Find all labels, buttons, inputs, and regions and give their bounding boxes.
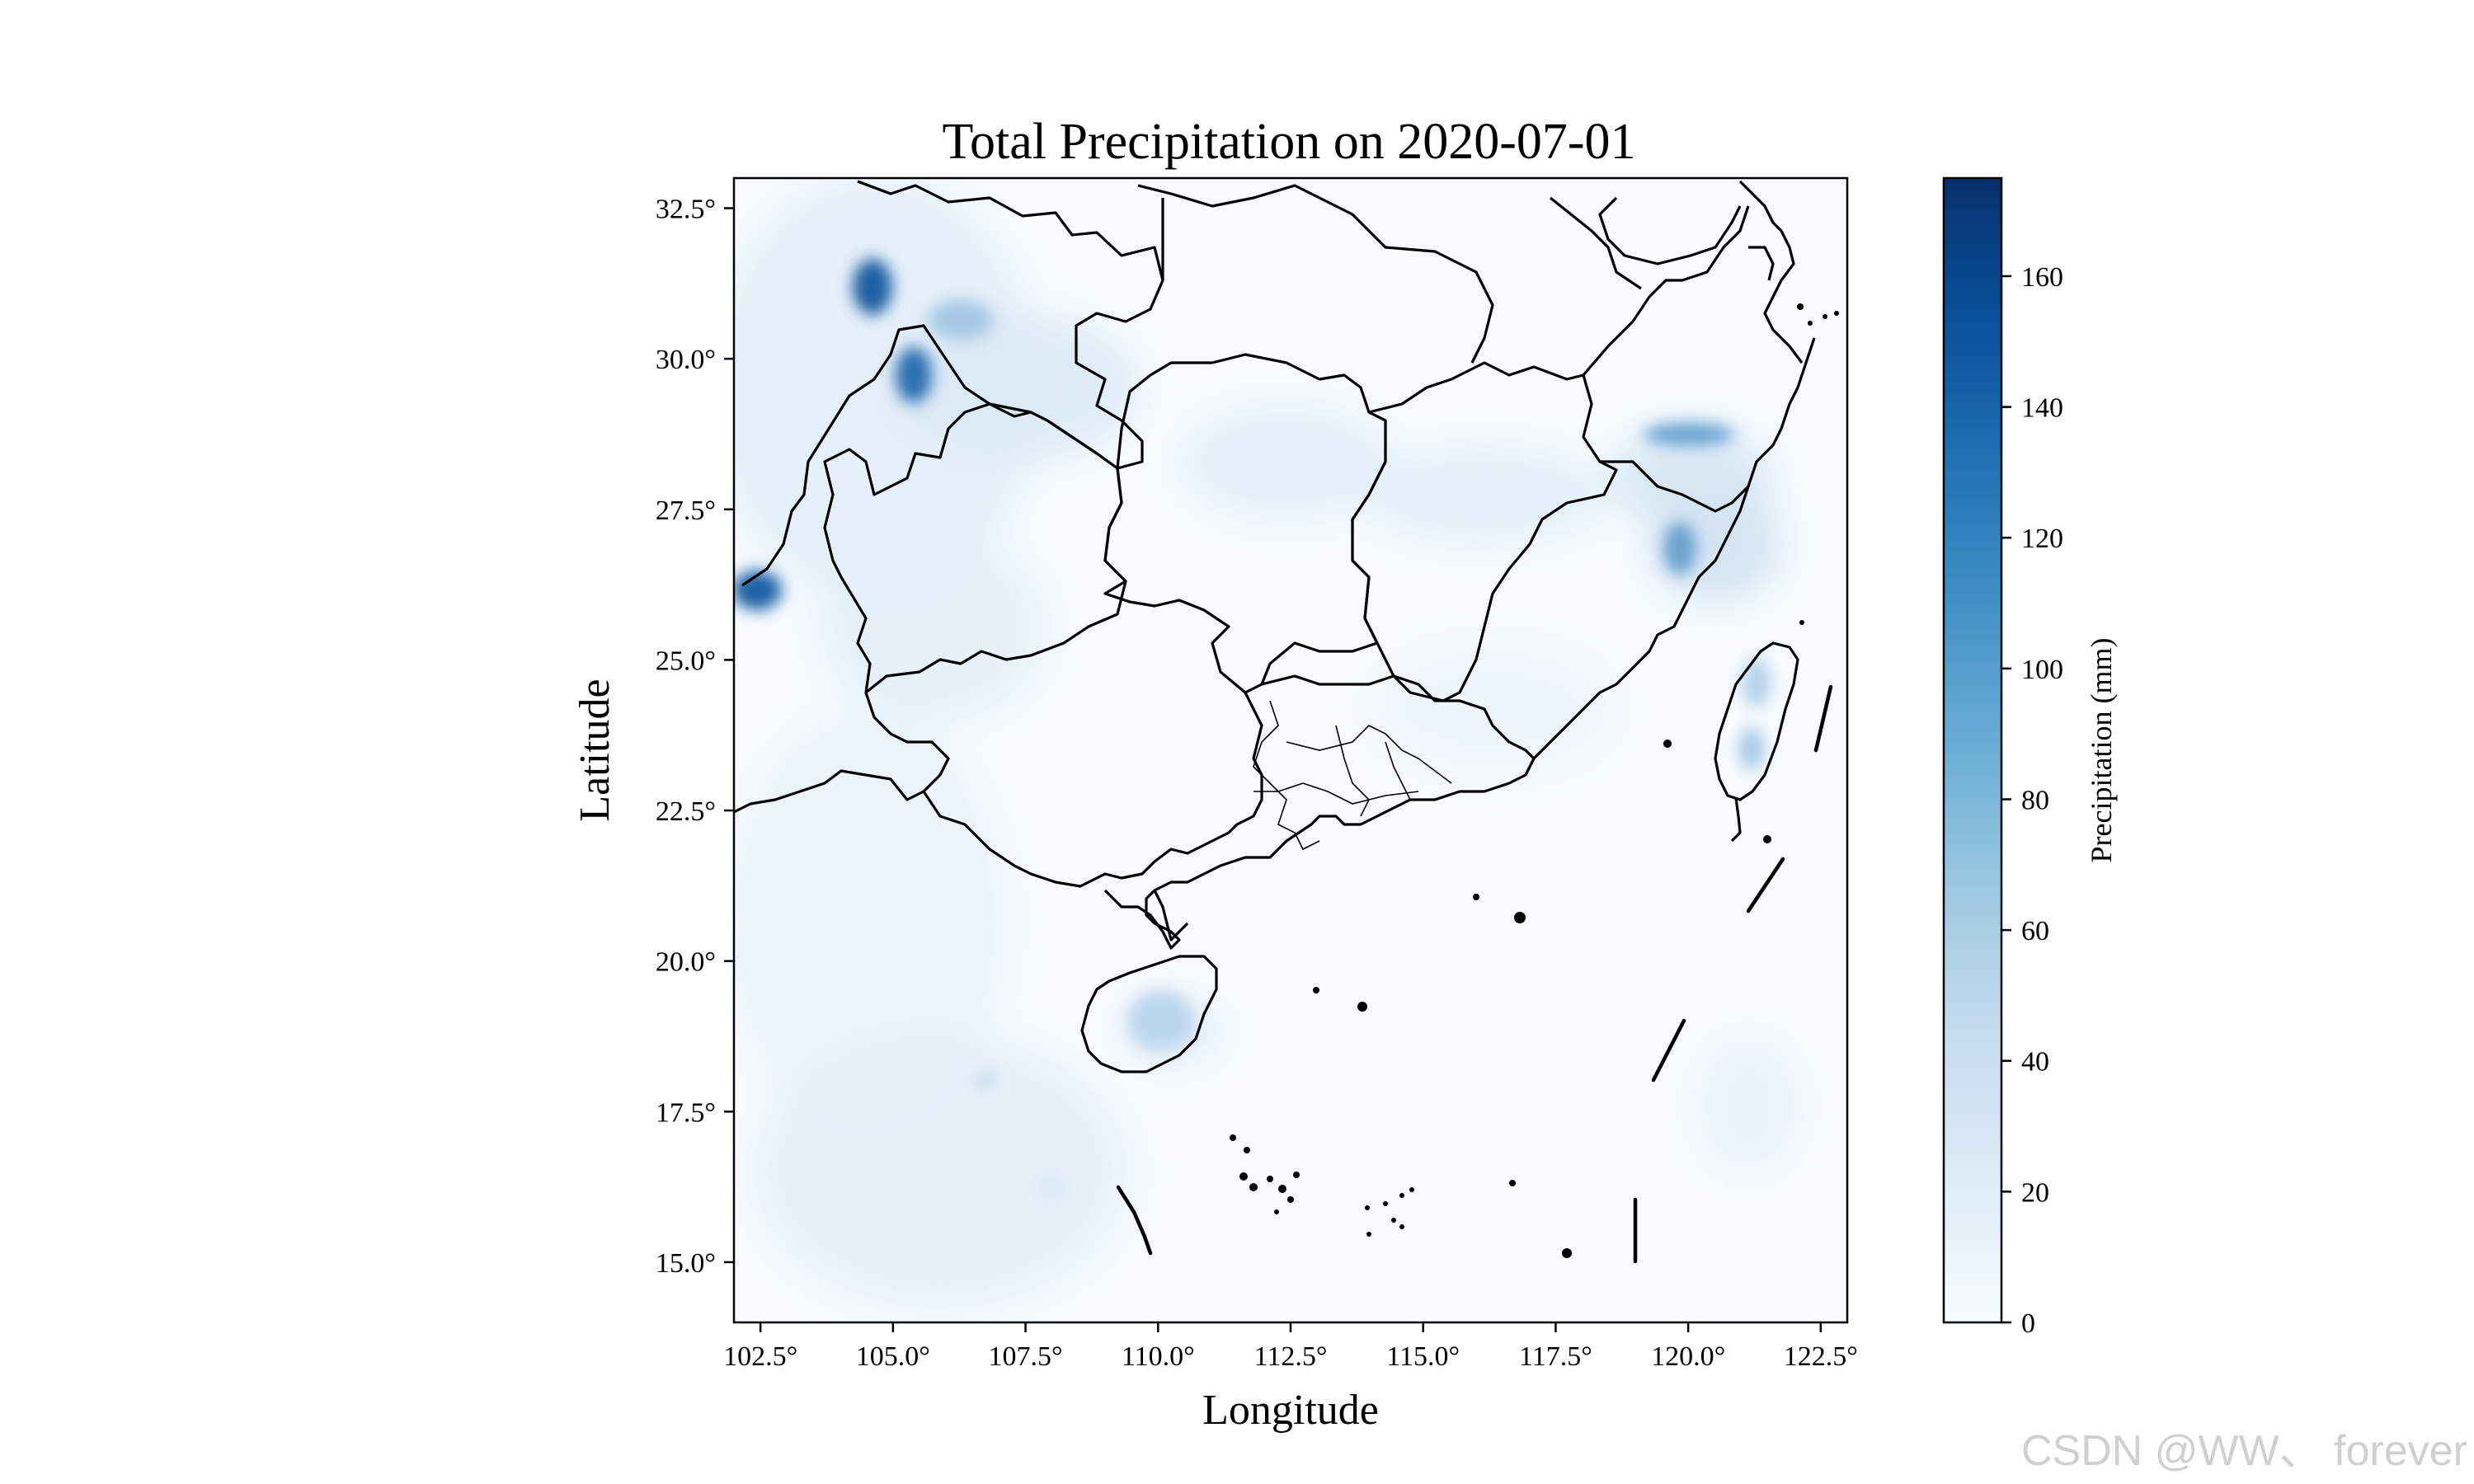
colorbar-gradient — [1942, 176, 2003, 1324]
colorbar-tick-label: 140 — [2021, 393, 2063, 424]
colorbar-label: Precipitation (mm) — [2085, 638, 2118, 863]
x-tick-label: 102.5° — [723, 1341, 797, 1372]
x-tick-label: 112.5° — [1254, 1341, 1328, 1372]
x-tick-label: 120.0° — [1651, 1341, 1725, 1372]
colorbar-tick-label: 160 — [2021, 262, 2063, 293]
x-tick-label: 107.5° — [989, 1341, 1063, 1372]
x-tick-label: 117.5° — [1519, 1341, 1592, 1372]
y-axis-ticks: 32.5° 30.0° 27.5° 25.0° 22.5° 20.0° 17.5° 15.0° — [656, 195, 734, 1279]
colorbar-tick-label: 100 — [2021, 655, 2063, 685]
y-tick-label: 32.5° — [656, 195, 716, 225]
y-tick-label: 25.0° — [656, 646, 716, 676]
x-tick-label: 105.0° — [856, 1341, 930, 1372]
colorbar-tick-label: 0 — [2021, 1308, 2035, 1339]
colorbar-tick-label: 20 — [2021, 1177, 2049, 1208]
y-tick-label: 17.5° — [656, 1097, 716, 1128]
y-axis-label: Latitude — [571, 679, 618, 821]
colorbar-tick-label: 60 — [2021, 916, 2049, 946]
y-tick-label: 22.5° — [656, 796, 716, 827]
colorbar: 0 20 40 60 80 100 120 140 160 Precipitation (mm) — [1942, 176, 2118, 1339]
x-axis-ticks: 102.5° 105.0° 107.5° 110.0° 112.5° 115.0° 117.… — [723, 1322, 1858, 1372]
colorbar-tick-label: 120 — [2021, 524, 2063, 554]
map-borders — [734, 180, 1839, 1264]
precipitation-field — [734, 178, 1798, 1311]
x-tick-label: 122.5° — [1784, 1341, 1858, 1372]
y-tick-label: 27.5° — [656, 495, 716, 526]
colorbar-ticks: 0 20 40 60 80 100 120 140 160 — [2001, 262, 2063, 1339]
x-tick-label: 110.0° — [1122, 1341, 1195, 1372]
hainan-island — [1080, 955, 1218, 1073]
colorbar-tick-label: 80 — [2021, 785, 2049, 815]
chart-title: Total Precipitation on 2020-07-01 — [942, 114, 1635, 170]
colorbar-tick-label: 40 — [2021, 1047, 2049, 1078]
y-tick-label: 30.0° — [656, 345, 716, 375]
x-axis-label: Longitude — [1202, 1387, 1379, 1434]
y-tick-label: 20.0° — [656, 947, 716, 978]
taiwan-island — [1714, 641, 1799, 801]
y-tick-label: 15.0° — [656, 1248, 716, 1279]
precipitation-map — [734, 178, 1847, 1322]
x-tick-label: 115.0° — [1386, 1341, 1460, 1372]
watermark: CSDN @WW、 forever — [2020, 1427, 2467, 1475]
